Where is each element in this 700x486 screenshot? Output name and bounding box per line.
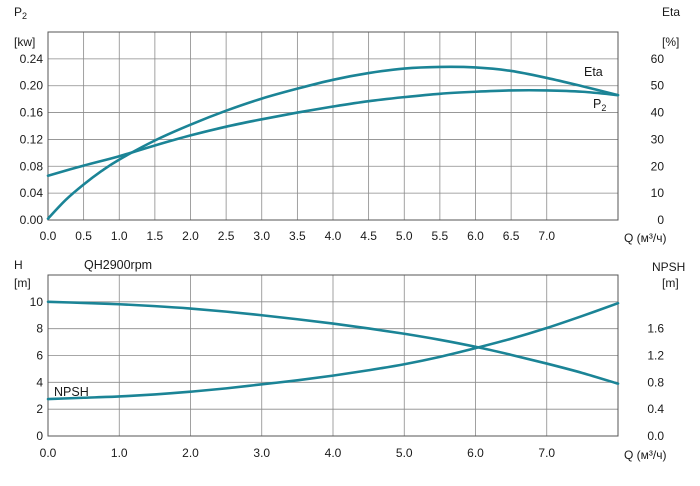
series-label-p2-sub: 2 (601, 103, 606, 113)
x-tick-label: 7.0 (538, 446, 555, 460)
x-tick-label: 0.0 (40, 446, 57, 460)
y-right-tick-label: 60 (651, 52, 665, 66)
y-left-axis-label-sub: 2 (22, 11, 27, 21)
y-left-axis-unit: [m] (14, 276, 31, 290)
series-line-qh2900rpm (46, 300, 620, 385)
y-right-tick-label: 30 (651, 132, 665, 146)
y-left-tick-label: 0.16 (20, 106, 44, 120)
y-right-tick-label: 0.8 (647, 375, 664, 389)
x-tick-label: 6.0 (467, 446, 484, 460)
x-tick-label: 3.0 (253, 229, 270, 243)
series-label-npsh: NPSH (54, 385, 89, 399)
x-axis-label: Q (м³/ч) (624, 231, 667, 245)
x-tick-label: 6.0 (467, 229, 484, 243)
series-label-eta-main: Eta (584, 65, 603, 79)
series-label-eta: Eta (584, 65, 603, 79)
y-right-tick-label: 1.2 (647, 349, 664, 363)
y-left-tick-label: 10 (30, 295, 44, 309)
series-line-eta (46, 65, 620, 220)
y-right-tick-label: 50 (651, 79, 665, 93)
y-right-axis-unit: [%] (662, 35, 679, 49)
y-right-tick-label: 1.6 (647, 322, 664, 336)
y-left-tick-label: 0.24 (20, 52, 44, 66)
series-label-qh2900rpm: QH2900rpm (84, 258, 152, 272)
x-tick-label: 2.5 (218, 229, 235, 243)
series-line-p2 (46, 88, 620, 177)
y-left-tick-label: 0.20 (20, 79, 44, 93)
plot-frame (47, 31, 619, 221)
x-tick-label: 2.0 (182, 229, 199, 243)
x-tick-label: 1.5 (147, 229, 164, 243)
y-right-tick-label: 0 (657, 213, 664, 227)
y-left-axis-label-main: P (14, 5, 22, 19)
y-left-tick-label: 0 (36, 429, 43, 443)
x-tick-label: 0.0 (40, 229, 57, 243)
series-label-npsh-main: NPSH (54, 385, 89, 399)
y-right-tick-label: 10 (651, 186, 665, 200)
chart-bottom: 0.0 1.0 2.0 3.0 4.0 5.0 6.0 7.0 Q (м³/ч) 0 2 4 6 8 10 0… (14, 258, 685, 462)
y-right-axis-unit: [m] (662, 276, 679, 290)
y-left-tick-label: 0.00 (20, 213, 44, 227)
plot-frame (47, 274, 619, 437)
x-tick-label: 4.0 (325, 446, 342, 460)
x-tick-label: 6.5 (503, 229, 520, 243)
y-left-tick-label: 6 (36, 349, 43, 363)
y-left-tick-label: 0.04 (20, 186, 44, 200)
x-tick-label: 1.0 (111, 446, 128, 460)
y-left-axis-unit: [kw] (14, 35, 35, 49)
x-tick-label: 4.5 (360, 229, 377, 243)
x-tick-label: 3.5 (289, 229, 306, 243)
y-left-tick-label: 4 (36, 375, 43, 389)
x-axis-label: Q (м³/ч) (624, 448, 667, 462)
y-right-axis-label: NPSH (652, 260, 685, 274)
x-tick-label: 4.0 (325, 229, 342, 243)
x-tick-label: 2.0 (182, 446, 199, 460)
y-right-axis-label: Eta (662, 5, 680, 19)
y-left-tick-label: 0.08 (20, 159, 44, 173)
x-tick-label: 5.0 (396, 446, 413, 460)
series-label-p2: P2 (593, 97, 606, 113)
y-left-tick-label: 0.12 (20, 132, 44, 146)
x-tick-label: 1.0 (111, 229, 128, 243)
series-label-qh2900rpm-main: QH2900rpm (84, 258, 152, 272)
series-line-npsh (46, 301, 620, 401)
x-tick-label: 3.0 (253, 446, 270, 460)
y-left-axis-label: P2 (14, 5, 27, 21)
y-left-tick-label: 2 (36, 402, 43, 416)
y-left-axis-label: H (14, 258, 23, 272)
y-left-tick-label: 8 (36, 322, 43, 336)
x-tick-label: 5.5 (432, 229, 449, 243)
x-tick-label: 5.0 (396, 229, 413, 243)
x-tick-label: 7.0 (538, 229, 555, 243)
x-tick-label: 0.5 (75, 229, 92, 243)
chart-top: 0.0 0.5 1.0 1.5 2.0 2.5 3.0 3.5 4.0 4.5 5.0 5.5 6.0 6… (14, 5, 680, 245)
y-right-tick-label: 0.0 (647, 429, 664, 443)
y-right-tick-label: 40 (651, 106, 665, 120)
y-right-tick-label: 0.4 (647, 402, 664, 416)
series-label-p2-main: P (593, 97, 601, 111)
y-right-tick-label: 20 (651, 159, 665, 173)
